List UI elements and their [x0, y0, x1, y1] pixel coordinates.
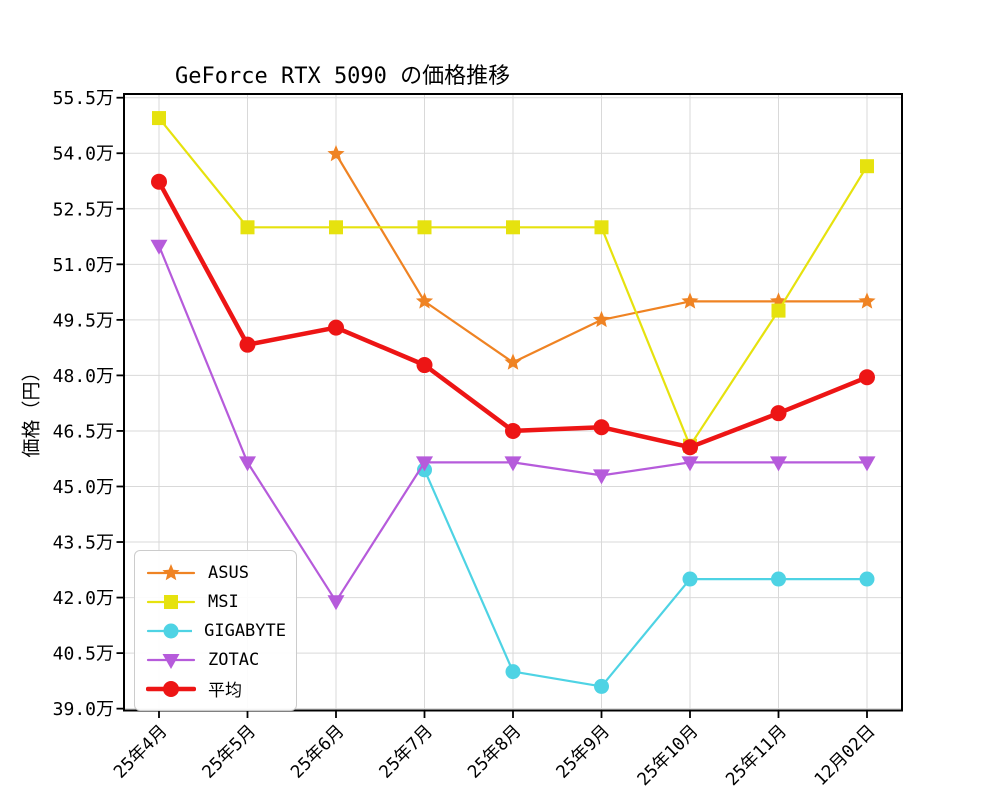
marker-avg-8	[859, 369, 875, 386]
marker-avg-6	[682, 439, 698, 456]
marker-gigabyte-7	[771, 571, 786, 587]
marker-zotac-7	[770, 456, 787, 472]
y-axis-label: 価格（円）	[20, 362, 43, 458]
y-tick-label: 49.5万	[53, 310, 114, 331]
x-tick-label: 25年5月	[199, 721, 260, 782]
y-tick-label: 40.5万	[53, 644, 114, 665]
marker-gigabyte-8	[859, 571, 875, 587]
x-tick-label: 12月02日	[811, 721, 880, 790]
series-gigabyte	[417, 462, 875, 694]
marker-avg-1	[239, 336, 256, 353]
marker-avg-4	[505, 422, 521, 439]
marker-gigabyte-6	[682, 571, 698, 587]
legend-swatch-avg	[146, 680, 196, 697]
y-tick-label: 51.0万	[53, 255, 114, 276]
legend-marker-asus	[162, 563, 180, 580]
legend-label-zotac: ZOTAC	[208, 649, 260, 670]
legend-label-gigabyte: GIGABYTE	[204, 620, 286, 641]
chart-title: GeForce RTX 5090 の価格推移	[175, 64, 511, 89]
legend-row-msi: MSI	[146, 587, 286, 616]
legend-swatch-asus	[146, 563, 196, 580]
y-tick-label: 54.0万	[53, 144, 114, 165]
legend-row-avg: 平均	[146, 674, 286, 703]
series-line-gigabyte	[423, 468, 869, 688]
legend-marker-zotac	[162, 653, 180, 669]
y-tick-label: 43.5万	[53, 533, 114, 554]
marker-gigabyte-4	[505, 664, 521, 680]
x-tick-label: 25年8月	[464, 721, 525, 782]
marker-asus-8	[858, 292, 876, 309]
marker-msi-2	[329, 220, 343, 235]
x-tick-label: 25年9月	[553, 721, 614, 782]
y-tick-label: 45.0万	[53, 477, 114, 498]
marker-msi-3	[417, 220, 432, 235]
series-zotac	[150, 239, 876, 611]
marker-msi-0	[152, 111, 166, 126]
marker-msi-8	[860, 159, 874, 174]
y-tick-label: 48.0万	[53, 366, 114, 387]
y-tick-label: 55.5万	[53, 88, 114, 109]
y-tick-label: 46.5万	[53, 421, 114, 442]
marker-zotac-5	[593, 469, 610, 485]
legend: ASUS MSI GIGABYTE ZOTAC 平均	[134, 550, 297, 711]
legend-label-asus: ASUS	[208, 562, 249, 583]
series-avg	[151, 173, 875, 456]
marker-asus-5	[592, 310, 611, 328]
marker-avg-2	[328, 319, 344, 336]
y-tick-label: 39.0万	[53, 699, 114, 720]
legend-swatch-gigabyte	[146, 623, 193, 638]
marker-zotac-0	[150, 239, 168, 255]
marker-asus-2	[327, 144, 345, 162]
marker-avg-0	[151, 173, 167, 190]
marker-asus-6	[681, 292, 699, 309]
x-tick-label: 25年4月	[110, 721, 171, 782]
marker-msi-7	[771, 303, 786, 318]
legend-label-avg: 平均	[208, 681, 242, 701]
legend-row-zotac: ZOTAC	[146, 645, 286, 674]
marker-asus-3	[415, 292, 434, 309]
x-tick-label: 25年6月	[287, 721, 348, 782]
marker-zotac-3	[416, 456, 433, 472]
marker-asus-4	[504, 353, 522, 370]
legend-swatch-zotac	[146, 653, 196, 669]
y-tick-label: 42.0万	[53, 588, 114, 609]
marker-zotac-4	[504, 456, 522, 472]
marker-zotac-6	[681, 456, 699, 472]
series-asus	[327, 144, 876, 370]
x-tick-label: 25年7月	[376, 721, 437, 782]
marker-msi-5	[594, 220, 609, 235]
marker-avg-3	[416, 357, 433, 374]
x-tick-label: 25年11月	[722, 721, 791, 790]
marker-avg-5	[593, 419, 610, 436]
legend-label-msi: MSI	[208, 591, 239, 612]
y-tick-label: 52.5万	[53, 199, 114, 220]
legend-marker-avg	[163, 680, 179, 697]
x-tick-label: 25年10月	[634, 721, 703, 790]
marker-gigabyte-5	[594, 678, 609, 694]
legend-swatch-msi	[146, 594, 196, 609]
legend-row-asus: ASUS	[146, 558, 286, 587]
marker-avg-7	[770, 405, 787, 422]
marker-msi-1	[240, 220, 255, 235]
marker-msi-4	[506, 220, 520, 235]
marker-zotac-2	[327, 595, 345, 611]
legend-marker-gigabyte	[163, 623, 179, 638]
legend-marker-msi	[164, 594, 178, 609]
legend-row-gigabyte: GIGABYTE	[146, 616, 286, 645]
marker-zotac-1	[239, 456, 256, 472]
marker-zotac-8	[858, 456, 876, 472]
